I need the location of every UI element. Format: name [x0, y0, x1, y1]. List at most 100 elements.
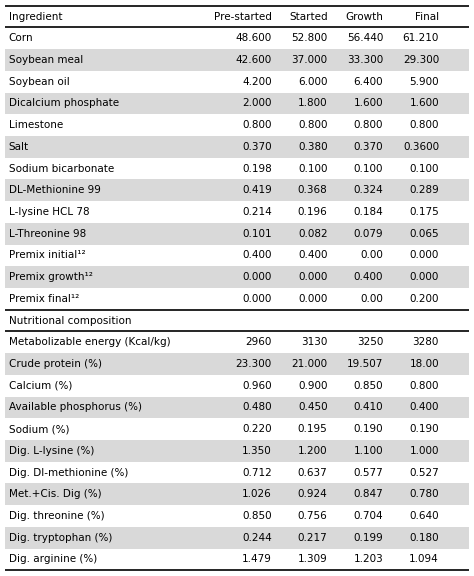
Text: 0.180: 0.180: [410, 533, 439, 543]
Text: 1.309: 1.309: [298, 554, 328, 564]
Text: 0.800: 0.800: [298, 120, 328, 130]
Text: Final: Final: [415, 12, 439, 22]
Text: Premix growth¹²: Premix growth¹²: [9, 272, 92, 282]
Text: 0.400: 0.400: [242, 251, 272, 260]
Text: 52.800: 52.800: [292, 33, 328, 43]
Bar: [5, 201, 469, 223]
Text: 21.000: 21.000: [292, 359, 328, 369]
Text: Dig. L-lysine (%): Dig. L-lysine (%): [9, 446, 94, 456]
Text: 0.480: 0.480: [242, 403, 272, 412]
Text: 42.600: 42.600: [236, 55, 272, 65]
Bar: [5, 396, 469, 418]
Text: 0.419: 0.419: [242, 185, 272, 195]
Bar: [5, 49, 469, 71]
Text: 0.175: 0.175: [409, 207, 439, 217]
Text: 23.300: 23.300: [236, 359, 272, 369]
Text: Premix initial¹²: Premix initial¹²: [9, 251, 85, 260]
Text: 0.527: 0.527: [409, 468, 439, 478]
Text: 56.440: 56.440: [347, 33, 383, 43]
Text: 3280: 3280: [413, 338, 439, 347]
Text: Growth: Growth: [346, 12, 383, 22]
Bar: [5, 462, 469, 483]
Text: 0.400: 0.400: [298, 251, 328, 260]
Text: L-lysine HCL 78: L-lysine HCL 78: [9, 207, 89, 217]
Text: 0.756: 0.756: [298, 511, 328, 521]
Text: 1.350: 1.350: [242, 446, 272, 456]
Text: 1.800: 1.800: [298, 98, 328, 108]
Bar: [5, 288, 469, 310]
Text: 0.000: 0.000: [242, 272, 272, 282]
Text: 0.079: 0.079: [354, 229, 383, 238]
Text: Calcium (%): Calcium (%): [9, 381, 72, 391]
Bar: [5, 440, 469, 462]
Text: 0.065: 0.065: [410, 229, 439, 238]
Text: 48.600: 48.600: [236, 33, 272, 43]
Text: 0.960: 0.960: [242, 381, 272, 391]
Text: 0.712: 0.712: [242, 468, 272, 478]
Bar: [5, 6, 469, 28]
Text: Salt: Salt: [9, 142, 28, 152]
Text: 0.100: 0.100: [410, 164, 439, 173]
Text: 0.199: 0.199: [354, 533, 383, 543]
Text: Corn: Corn: [9, 33, 33, 43]
Text: 0.924: 0.924: [298, 489, 328, 499]
Text: 2.000: 2.000: [242, 98, 272, 108]
Bar: [5, 136, 469, 158]
Text: Pre-started: Pre-started: [214, 12, 272, 22]
Text: 0.082: 0.082: [298, 229, 328, 238]
Text: 1.100: 1.100: [354, 446, 383, 456]
Text: 0.00: 0.00: [360, 294, 383, 304]
Text: 0.800: 0.800: [354, 120, 383, 130]
Bar: [5, 266, 469, 288]
Text: 1.479: 1.479: [242, 554, 272, 564]
Bar: [5, 353, 469, 375]
Text: 0.214: 0.214: [242, 207, 272, 217]
Text: 3250: 3250: [357, 338, 383, 347]
Text: 19.507: 19.507: [347, 359, 383, 369]
Text: 0.850: 0.850: [354, 381, 383, 391]
Text: Ingredient: Ingredient: [9, 12, 62, 22]
Text: Dicalcium phosphate: Dicalcium phosphate: [9, 98, 118, 108]
Text: 0.100: 0.100: [354, 164, 383, 173]
Text: 0.3600: 0.3600: [403, 142, 439, 152]
Bar: [5, 505, 469, 527]
Text: Sodium bicarbonate: Sodium bicarbonate: [9, 164, 114, 173]
Bar: [5, 483, 469, 505]
Text: 0.190: 0.190: [354, 424, 383, 434]
Text: 0.900: 0.900: [298, 381, 328, 391]
Text: Available phosphorus (%): Available phosphorus (%): [9, 403, 142, 412]
Text: 0.400: 0.400: [354, 272, 383, 282]
Text: 0.198: 0.198: [242, 164, 272, 173]
Text: 61.210: 61.210: [402, 33, 439, 43]
Text: 0.289: 0.289: [409, 185, 439, 195]
Text: 0.000: 0.000: [298, 272, 328, 282]
Text: Dig. threonine (%): Dig. threonine (%): [9, 511, 104, 521]
Text: 0.400: 0.400: [410, 403, 439, 412]
Text: Met.+Cis. Dig (%): Met.+Cis. Dig (%): [9, 489, 101, 499]
Text: 18.00: 18.00: [410, 359, 439, 369]
Text: Started: Started: [289, 12, 328, 22]
Text: 0.800: 0.800: [242, 120, 272, 130]
Text: 0.195: 0.195: [298, 424, 328, 434]
Text: 0.850: 0.850: [242, 511, 272, 521]
Bar: [5, 331, 469, 353]
Text: 29.300: 29.300: [403, 55, 439, 65]
Bar: [5, 375, 469, 396]
Text: 4.200: 4.200: [242, 77, 272, 87]
Text: 0.217: 0.217: [298, 533, 328, 543]
Text: Crude protein (%): Crude protein (%): [9, 359, 101, 369]
Text: 0.000: 0.000: [298, 294, 328, 304]
Text: 1.200: 1.200: [298, 446, 328, 456]
Text: 0.184: 0.184: [354, 207, 383, 217]
Text: 37.000: 37.000: [292, 55, 328, 65]
Text: 0.380: 0.380: [298, 142, 328, 152]
Text: 2960: 2960: [246, 338, 272, 347]
Text: 0.780: 0.780: [410, 489, 439, 499]
Text: 0.101: 0.101: [242, 229, 272, 238]
Text: 0.410: 0.410: [354, 403, 383, 412]
Text: 0.190: 0.190: [410, 424, 439, 434]
Text: Dig. tryptophan (%): Dig. tryptophan (%): [9, 533, 112, 543]
Text: Soybean oil: Soybean oil: [9, 77, 69, 87]
Text: 0.800: 0.800: [410, 120, 439, 130]
Text: 6.000: 6.000: [298, 77, 328, 87]
